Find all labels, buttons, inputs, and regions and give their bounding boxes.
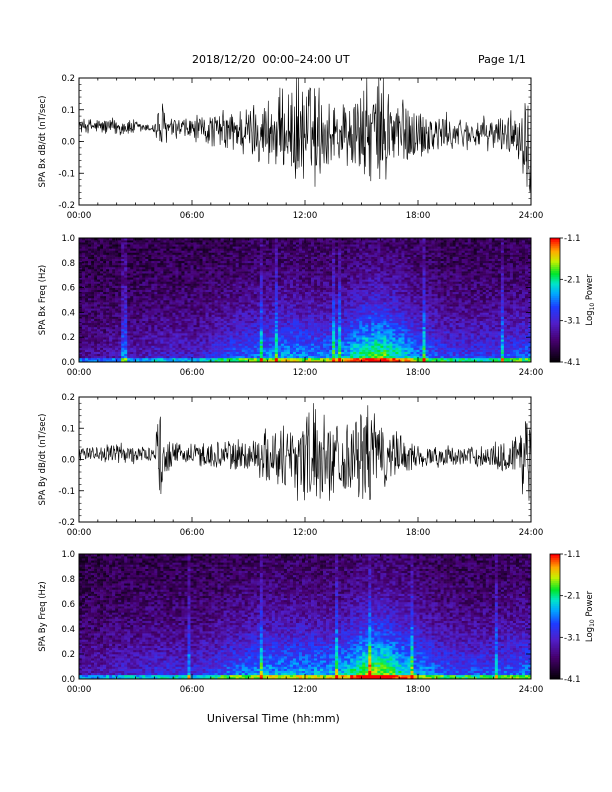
spectrogram [79, 238, 532, 363]
y-tick-label: 1.0 [61, 550, 75, 560]
colorbar-tick-label: -4.1 [564, 358, 581, 368]
x-tick-label: 24:00 [519, 685, 544, 695]
x-tick-label: 06:00 [180, 685, 205, 695]
x-tick-label: 24:00 [519, 528, 544, 538]
x-tick-label: 18:00 [406, 211, 431, 221]
y-tick-label: -0.2 [58, 201, 75, 211]
page-title: 2018/12/20 00:00–24:00 UT [192, 53, 350, 66]
page-number: Page 1/1 [478, 53, 526, 66]
colorbar-frame [549, 553, 561, 680]
colorbar-label: Log10 Power [585, 590, 596, 642]
y-tick-label: 0.2 [61, 650, 75, 660]
x-tick-label: 00:00 [67, 368, 92, 378]
colorbar-tick-label: -2.1 [564, 275, 581, 285]
x-tick-label: 06:00 [180, 211, 205, 221]
x-tick-label: 06:00 [180, 528, 205, 538]
colorbar-tick-label: -3.1 [564, 317, 581, 327]
x-tick-label: 12:00 [293, 368, 318, 378]
x-tick-label: 18:00 [406, 528, 431, 538]
y-tick-label: 0.0 [61, 358, 75, 368]
colorbar: -1.1 -2.1 -3.1 -4.1 Log10 Power [549, 234, 596, 368]
spectrogram [79, 554, 532, 680]
colorbar: -1.1 -2.1 -3.1 -4.1 Log10 Power [549, 550, 596, 685]
colorbar-frame [549, 237, 561, 363]
x-tick-label: 18:00 [406, 368, 431, 378]
y-tick-label: 0.2 [61, 333, 75, 343]
y-axis-label: SPA Bx Freq (Hz) [38, 265, 48, 335]
x-axis-label: Universal Time (hh:mm) [207, 712, 340, 725]
y-tick-label: 0.4 [61, 625, 75, 635]
y-tick-label: 0.6 [61, 600, 75, 610]
y-tick-label: 0.1 [61, 106, 75, 116]
x-tick-label: 12:00 [293, 211, 318, 221]
colorbar-label: Log10 Power [585, 274, 596, 326]
panel-4: -1.1 -2.1 -3.1 -4.1 Log10 Power 00:00 06:00 12:… [38, 550, 596, 695]
y-tick-label: 0.0 [61, 456, 75, 466]
x-tick-label: 18:00 [406, 685, 431, 695]
panel-2: -1.1 -2.1 -3.1 -4.1 Log10 Power 00:00 06:00 12:… [38, 234, 596, 378]
y-tick-label: 0.4 [61, 308, 75, 318]
y-tick-label: 0.2 [61, 393, 75, 403]
y-tick-label: 0.0 [61, 138, 75, 148]
waveform-series [78, 403, 532, 501]
x-tick-label: 24:00 [519, 211, 544, 221]
x-tick-label: 00:00 [67, 528, 92, 538]
x-tick-label: 12:00 [293, 685, 318, 695]
x-tick-label: 24:00 [519, 368, 544, 378]
y-tick-label: -0.1 [58, 169, 75, 179]
colorbar-tick-label: -3.1 [564, 633, 581, 643]
y-tick-label: 0.1 [61, 424, 75, 434]
waveform-series [78, 77, 532, 193]
colorbar-tick-label: -2.1 [564, 592, 581, 602]
colorbar-tick-label: -1.1 [564, 234, 581, 244]
x-tick-label: 12:00 [293, 528, 318, 538]
x-tick-label: 00:00 [67, 211, 92, 221]
y-tick-label: -0.2 [58, 518, 75, 528]
y-axis-label: SPA By Freq (Hz) [38, 581, 48, 651]
y-tick-label: 1.0 [61, 234, 75, 244]
y-tick-label: 0.6 [61, 284, 75, 294]
y-tick-label: 0.2 [61, 74, 75, 84]
y-tick-label: 0.0 [61, 675, 75, 685]
panel-1: 00:00 06:00 12:00 18:00 24:00 0.2 0.1 0.0 -0.1 -0… [38, 74, 543, 221]
y-tick-label: 0.8 [61, 259, 75, 269]
x-tick-label: 06:00 [180, 368, 205, 378]
y-axis-label: SPA Bx dB/dt (nT/sec) [38, 96, 48, 188]
colorbar-tick-label: -1.1 [564, 550, 581, 560]
colorbar-tick-label: -4.1 [564, 675, 581, 685]
x-tick-label: 00:00 [67, 685, 92, 695]
y-axis-label: SPA By dB/dt (nT/sec) [38, 414, 48, 506]
y-tick-label: 0.8 [61, 575, 75, 585]
panel-3: 00:00 06:00 12:00 18:00 24:00 0.2 0.1 0.0 -0.1 -0… [38, 393, 543, 538]
y-tick-label: -0.1 [58, 487, 75, 497]
